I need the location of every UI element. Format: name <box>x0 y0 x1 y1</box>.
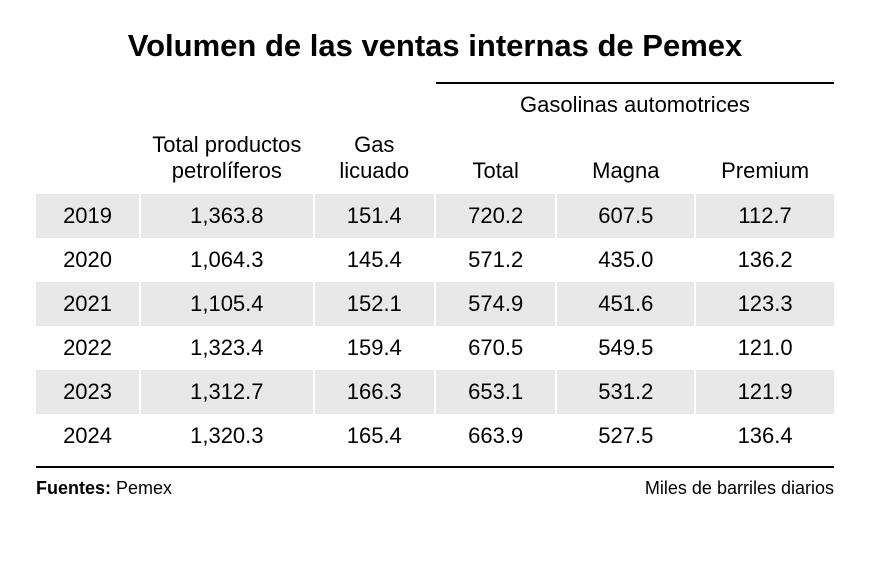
cell-year: 2022 <box>36 326 140 370</box>
footer-source: Fuentes: Pemex <box>36 478 172 499</box>
cell-premium: 136.4 <box>695 414 834 458</box>
cell-gas: 151.4 <box>314 194 435 238</box>
col-header-total-prod: Total productos petrolíferos <box>140 124 313 194</box>
cell-total: 670.5 <box>435 326 556 370</box>
table-row: 2024 1,320.3 165.4 663.9 527.5 136.4 <box>36 414 834 458</box>
cell-year: 2020 <box>36 238 140 282</box>
cell-total-prod: 1,320.3 <box>140 414 313 458</box>
cell-gas: 165.4 <box>314 414 435 458</box>
cell-magna: 531.2 <box>556 370 695 414</box>
cell-year: 2023 <box>36 370 140 414</box>
table-row: 2020 1,064.3 145.4 571.2 435.0 136.2 <box>36 238 834 282</box>
cell-gas: 159.4 <box>314 326 435 370</box>
footer-source-value: Pemex <box>116 478 172 498</box>
table-row: 2023 1,312.7 166.3 653.1 531.2 121.9 <box>36 370 834 414</box>
table-footer: Fuentes: Pemex Miles de barriles diarios <box>36 466 834 499</box>
footer-source-label: Fuentes: <box>36 478 111 498</box>
cell-total: 663.9 <box>435 414 556 458</box>
cell-year: 2024 <box>36 414 140 458</box>
cell-magna: 451.6 <box>556 282 695 326</box>
cell-total-prod: 1,064.3 <box>140 238 313 282</box>
footer-units: Miles de barriles diarios <box>645 478 834 499</box>
cell-year: 2021 <box>36 282 140 326</box>
cell-premium: 123.3 <box>695 282 834 326</box>
table-container: Gasolinas automotrices Total productos p… <box>36 82 834 560</box>
data-table: Gasolinas automotrices Total productos p… <box>36 82 834 458</box>
col-header-magna: Magna <box>556 124 695 194</box>
col-header-gas-licuado: Gas licuado <box>314 124 435 194</box>
cell-gas: 152.1 <box>314 282 435 326</box>
cell-total-prod: 1,363.8 <box>140 194 313 238</box>
col-header-premium: Premium <box>695 124 834 194</box>
cell-year: 2019 <box>36 194 140 238</box>
table-row: 2021 1,105.4 152.1 574.9 451.6 123.3 <box>36 282 834 326</box>
header-row-columns: Total productos petrolíferos Gas licuado… <box>36 124 834 194</box>
cell-gas: 166.3 <box>314 370 435 414</box>
cell-magna: 435.0 <box>556 238 695 282</box>
cell-magna: 549.5 <box>556 326 695 370</box>
cell-gas: 145.4 <box>314 238 435 282</box>
col-header-year <box>36 124 140 194</box>
cell-premium: 121.0 <box>695 326 834 370</box>
group-header-gasolinas: Gasolinas automotrices <box>435 83 834 124</box>
table-row: 2019 1,363.8 151.4 720.2 607.5 112.7 <box>36 194 834 238</box>
cell-magna: 527.5 <box>556 414 695 458</box>
cell-magna: 607.5 <box>556 194 695 238</box>
chart-title: Volumen de las ventas internas de Pemex <box>36 28 834 64</box>
cell-total: 653.1 <box>435 370 556 414</box>
cell-total-prod: 1,323.4 <box>140 326 313 370</box>
header-row-group: Gasolinas automotrices <box>36 83 834 124</box>
col-header-total: Total <box>435 124 556 194</box>
table-row: 2022 1,323.4 159.4 670.5 549.5 121.0 <box>36 326 834 370</box>
cell-total-prod: 1,105.4 <box>140 282 313 326</box>
cell-total-prod: 1,312.7 <box>140 370 313 414</box>
cell-total: 720.2 <box>435 194 556 238</box>
cell-premium: 112.7 <box>695 194 834 238</box>
cell-total: 574.9 <box>435 282 556 326</box>
cell-premium: 121.9 <box>695 370 834 414</box>
cell-premium: 136.2 <box>695 238 834 282</box>
cell-total: 571.2 <box>435 238 556 282</box>
